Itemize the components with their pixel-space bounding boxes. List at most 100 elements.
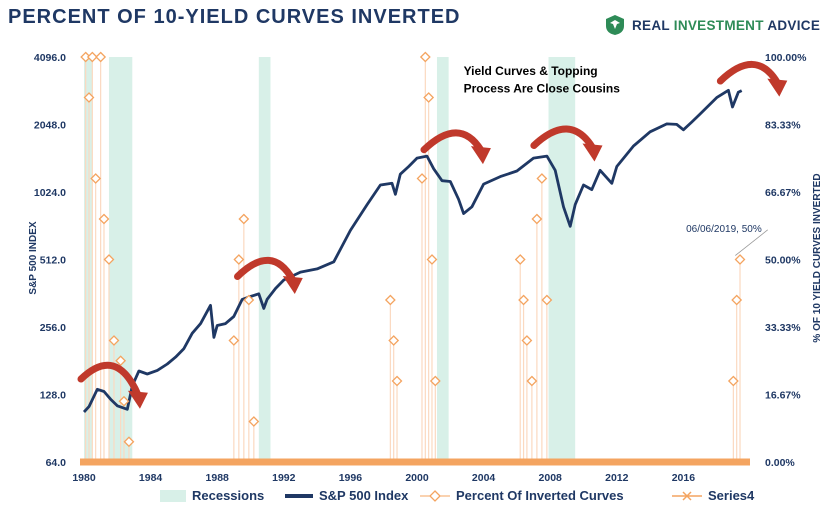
- recession-bands: [84, 57, 576, 462]
- y-right-ticks: 0.00% 16.67% 33.33% 50.00% 66.67% 83.33% 100.0…: [765, 52, 807, 469]
- legend-inverted-swatch: [420, 489, 450, 502]
- inverted-marker: [388, 335, 400, 346]
- eagle-logo-icon: [606, 15, 624, 35]
- y-right-axis-label: % OF 10 YIELD CURVES INVERTED: [812, 173, 823, 342]
- inverted-marker: [416, 173, 428, 184]
- chart-title: PERCENT OF 10-YIELD CURVES INVERTED: [8, 6, 461, 28]
- y-left-tick-label: 1024.0: [34, 187, 66, 199]
- y-left-ticks: 64.0 128.0 256.0 512.0 1024.0 2048.0 4096.0: [34, 52, 66, 469]
- topping-arrow: [420, 129, 485, 154]
- recession-band: [84, 57, 93, 462]
- annotation-line-2: Process Are Close Cousins: [464, 81, 621, 95]
- y-right-tick-label: 100.00%: [765, 52, 807, 64]
- inverted-marker: [531, 213, 543, 225]
- inverted-marker: [248, 416, 260, 427]
- topping-arrow: [77, 361, 142, 399]
- legend-sp500-swatch: [285, 493, 313, 498]
- y-right-tick-label: 0.00%: [765, 457, 795, 469]
- topping-arrow: [530, 125, 596, 152]
- legend-recessions-swatch: [160, 489, 186, 502]
- recession-band: [436, 57, 449, 462]
- topping-arrowhead: [282, 276, 303, 295]
- x-tick-label: 1996: [339, 472, 363, 484]
- topping-arrowhead: [767, 78, 788, 97]
- inverted-marker: [103, 254, 115, 265]
- y-left-tick-label: 4096.0: [34, 52, 66, 64]
- inverted-marker: [514, 254, 526, 265]
- inverted-marker: [521, 335, 533, 346]
- y-right-tick-label: 66.67%: [765, 187, 801, 199]
- inverted-marker: [391, 375, 403, 387]
- inverted-marker: [90, 173, 102, 184]
- topping-arrowhead: [127, 390, 148, 409]
- inverted-marker: [118, 395, 130, 407]
- legend-inverted: Percent Of Inverted Curves: [420, 488, 624, 503]
- legend-sp500: S&P 500 Index: [285, 488, 408, 503]
- inverted-marker: [95, 51, 107, 63]
- inverted-marker: [423, 92, 435, 103]
- y-left-tick-label: 128.0: [40, 390, 66, 402]
- x-tick-label: 1992: [272, 472, 296, 484]
- inverted-drop-lines: [85, 57, 741, 462]
- y-left-tick-label: 256.0: [40, 322, 66, 334]
- y-right-tick-label: 16.67%: [765, 389, 801, 401]
- inverted-marker: [233, 254, 245, 265]
- x-tick-label: 2008: [539, 472, 563, 484]
- y-right-tick-label: 33.33%: [765, 322, 801, 334]
- inverted-marker: [228, 335, 240, 346]
- recession-band: [548, 57, 576, 462]
- annotation-line-1: Yield Curves & Topping: [464, 64, 598, 78]
- inverted-marker: [108, 335, 120, 346]
- topping-arrows: [77, 61, 788, 409]
- inverted-marker: [426, 254, 438, 265]
- inverted-marker: [429, 375, 441, 387]
- y-left-axis-label: S&P 500 INDEX: [28, 221, 39, 295]
- legend-series4: Series4: [672, 488, 754, 503]
- inverted-marker: [419, 51, 431, 63]
- y-left-tick-label: 64.0: [46, 457, 67, 469]
- y-left-tick-label: 512.0: [40, 255, 66, 267]
- legend: Recessions S&P 500 Index Percent Of Inve…: [0, 488, 835, 510]
- inverted-marker: [86, 51, 98, 63]
- brand-logo: REAL INVESTMENT ADVICE: [604, 14, 820, 36]
- x-tick-label: 1984: [139, 472, 163, 484]
- annotation-date-label: 06/06/2019, 50%: [686, 224, 762, 235]
- y-right-tick-label: 83.33%: [765, 120, 801, 132]
- inverted-marker: [115, 355, 127, 367]
- sp500-line: [82, 88, 743, 413]
- y-right-tick-label: 50.00%: [765, 255, 801, 267]
- inverted-marker: [384, 294, 396, 306]
- topping-arrowhead: [470, 146, 491, 165]
- inverted-marker: [734, 254, 746, 265]
- x-tick-label: 1988: [206, 472, 230, 484]
- sp500-series: [82, 88, 743, 413]
- x-tick-label: 1980: [72, 472, 96, 484]
- y-left-tick-label: 2048.0: [34, 120, 66, 132]
- x-tick-label: 2016: [672, 472, 696, 484]
- inverted-markers: [80, 51, 746, 448]
- inverted-marker: [541, 294, 553, 306]
- inverted-marker: [518, 294, 529, 306]
- inverted-marker: [727, 375, 739, 387]
- legend-recessions: Recessions: [160, 488, 264, 503]
- legend-series4-swatch: [672, 490, 702, 501]
- inverted-marker: [526, 375, 538, 387]
- brand-name: REAL INVESTMENT ADVICE: [632, 17, 821, 33]
- topping-arrow: [233, 256, 297, 284]
- inverted-marker: [731, 294, 743, 306]
- inverted-marker: [536, 173, 548, 184]
- x-tick-label: 2012: [605, 472, 629, 484]
- inverted-marker: [243, 294, 255, 306]
- topping-arrow: [716, 61, 781, 87]
- x-tick-label: 2000: [405, 472, 429, 484]
- x-tick-label: 2004: [472, 472, 496, 484]
- inverted-marker: [123, 436, 135, 448]
- annotation-leader-line: [735, 229, 768, 256]
- inverted-marker: [83, 92, 95, 103]
- x-axis-ticks: 1980 1984 1988 1992 1996 2000 2004 2008 2012 2016: [72, 472, 695, 484]
- topping-arrowhead: [582, 143, 603, 162]
- inverted-marker: [98, 213, 110, 225]
- recession-band: [108, 57, 133, 462]
- inverted-marker: [238, 213, 250, 225]
